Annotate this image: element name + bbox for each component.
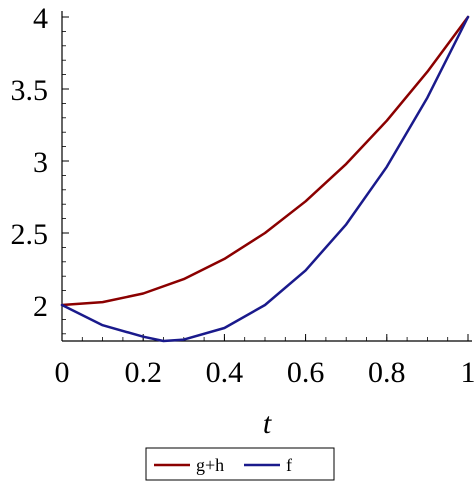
ticks: 0 0.2 0.4 0.6 0.8 1 2 2.5 3 3.5 4 t xyxy=(11,2,474,440)
axes xyxy=(61,11,472,342)
x-tick-label: 0 xyxy=(55,356,70,389)
legend: g+h f xyxy=(145,447,335,481)
series-line-0 xyxy=(60,15,470,307)
x-tick-label: 1 xyxy=(461,356,474,389)
x-tick-label: 0.8 xyxy=(368,356,406,389)
y-tick-label: 3.5 xyxy=(11,74,49,107)
y-tick-label: 4 xyxy=(33,2,48,35)
y-tick-label: 2 xyxy=(33,290,48,323)
x-axis-title: t xyxy=(263,407,272,440)
y-tick-label: 2.5 xyxy=(11,218,49,251)
series-lines xyxy=(60,15,470,343)
x-tick-label: 0.2 xyxy=(124,356,162,389)
y-tick-label: 3 xyxy=(33,146,48,179)
series-line-1 xyxy=(60,15,470,343)
x-tick-label: 0.4 xyxy=(206,356,244,389)
legend-label-1: f xyxy=(286,455,292,475)
legend-label-0: g+h xyxy=(196,455,224,475)
x-tick-label: 0.6 xyxy=(287,356,325,389)
